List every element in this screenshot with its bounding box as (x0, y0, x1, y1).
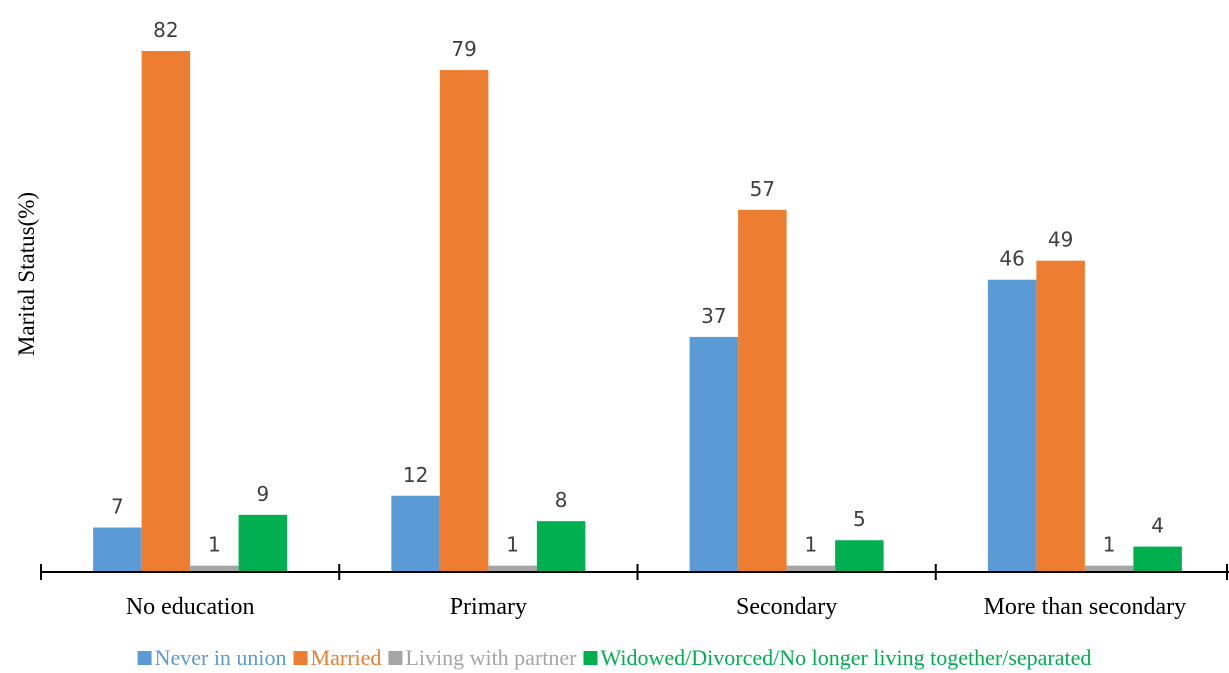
value-label-widowed-divorced-no-longer-living-together-separated-more-than-secondary: 4 (1151, 514, 1164, 538)
value-label-married-secondary: 57 (750, 177, 775, 201)
bar-never-in-union-no-education (93, 527, 142, 572)
value-label-widowed-divorced-no-longer-living-together-separated-no-education: 9 (257, 482, 270, 506)
category-label-secondary: Secondary (736, 594, 837, 620)
legend-label: Married (311, 645, 382, 670)
value-label-never-in-union-no-education: 7 (111, 495, 124, 519)
legend-item-never-in-union: Never in union (137, 645, 287, 670)
bar-never-in-union-primary (391, 495, 440, 572)
value-label-living-with-partner-no-education: 1 (208, 533, 221, 557)
value-label-never-in-union-primary: 12 (403, 463, 428, 487)
value-labels-layer: 7 82 1 9 12 79 1 8 37 57 1 5 46 49 1 4 (111, 18, 1164, 557)
value-label-married-primary: 79 (451, 37, 476, 61)
value-label-widowed-divorced-no-longer-living-together-separated-secondary: 5 (853, 507, 866, 531)
value-label-living-with-partner-primary: 1 (506, 533, 519, 557)
bar-living-with-partner-no-education (190, 565, 239, 572)
value-label-married-no-education: 82 (153, 18, 178, 42)
legend-item-living-with-partner: Living with partner (388, 645, 577, 670)
legend-swatch (388, 651, 403, 665)
bar-widowed-divorced-no-longer-living-together-separated-more-than-secondary (1133, 546, 1182, 572)
x-axis (40, 564, 1229, 580)
bar-married-no-education (141, 51, 191, 572)
category-labels-layer: No education Primary Secondary More than se… (126, 594, 1186, 620)
legend-item-widowed-divorced-no-longer-living-together-separated: Widowed/Divorced/No longer living togeth… (583, 645, 1091, 670)
value-label-never-in-union-secondary: 37 (701, 304, 726, 328)
bar-married-primary (439, 70, 489, 572)
legend-label: Never in union (155, 645, 287, 670)
value-label-widowed-divorced-no-longer-living-together-separated-primary: 8 (555, 488, 568, 512)
legend: Never in union Married Living with partner… (137, 645, 1091, 670)
category-label-more-than-secondary: More than secondary (984, 594, 1187, 620)
bar-widowed-divorced-no-longer-living-together-separated-primary (536, 521, 586, 572)
value-label-never-in-union-more-than-secondary: 46 (999, 247, 1024, 271)
bars-layer (93, 51, 1182, 572)
bar-widowed-divorced-no-longer-living-together-separated-secondary (835, 540, 884, 572)
value-label-living-with-partner-secondary: 1 (805, 533, 818, 557)
legend-item-married: Married (293, 645, 382, 670)
legend-label: Living with partner (405, 645, 577, 670)
bar-never-in-union-more-than-secondary (987, 279, 1037, 572)
bar-never-in-union-secondary (689, 336, 739, 572)
value-label-married-more-than-secondary: 49 (1048, 228, 1073, 252)
bar-married-more-than-secondary (1036, 260, 1085, 572)
legend-swatch (137, 651, 152, 665)
bar-married-secondary (738, 209, 787, 572)
legend-swatch (583, 651, 598, 665)
bar-widowed-divorced-no-longer-living-together-separated-no-education (238, 514, 288, 572)
bar-living-with-partner-more-than-secondary (1084, 565, 1134, 572)
bar-living-with-partner-primary (488, 565, 537, 572)
value-label-living-with-partner-more-than-secondary: 1 (1103, 533, 1116, 557)
y-axis-label: Marital Status(%) (14, 192, 39, 356)
legend-label: Widowed/Divorced/No longer living togeth… (600, 645, 1091, 670)
legend-swatch (293, 651, 308, 665)
category-label-primary: Primary (450, 594, 527, 620)
bar-living-with-partner-secondary (786, 565, 836, 572)
category-label-no-education: No education (126, 594, 255, 620)
